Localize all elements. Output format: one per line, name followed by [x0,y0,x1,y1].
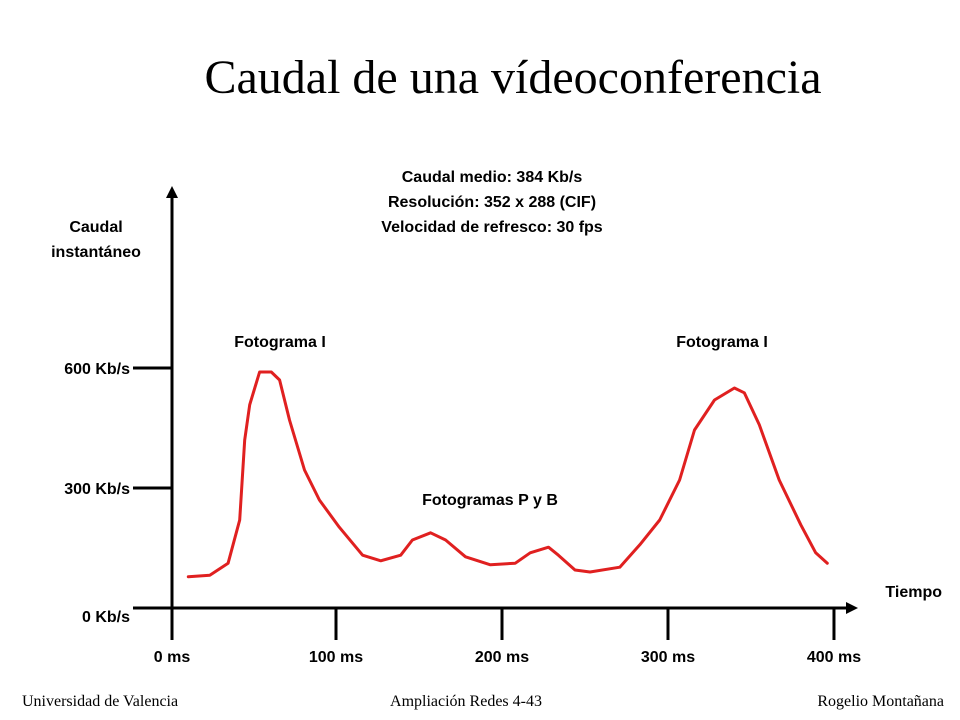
annotation: Fotograma I [676,334,768,351]
chart-title: Caudal de una vídeoconferencia [204,51,821,104]
annotation: Resolución: 352 x 288 (CIF) [388,194,596,211]
annotation: Caudal medio: 384 Kb/s [402,169,583,186]
y-tick-label: 300 Kb/s [64,481,130,498]
x-tick-label: 200 ms [475,649,529,666]
annotation: Fotogramas P y B [422,492,558,509]
footer-left: Universidad de Valencia [22,693,178,710]
y-axis-label: instantáneo [51,244,141,261]
x-axis-arrow [846,602,858,614]
footer-center: Ampliación Redes 4-43 [390,693,542,710]
annotation: Fotograma I [234,334,326,351]
x-tick-label: 100 ms [309,649,363,666]
y-tick-label: 0 Kb/s [82,609,130,626]
x-axis-label: Tiempo [885,584,942,601]
x-tick-label: 0 ms [154,649,191,666]
y-axis-arrow [166,186,178,198]
data-line [186,370,829,579]
y-tick-label: 600 Kb/s [64,361,130,378]
footer-right: Rogelio Montañana [817,693,944,710]
y-axis-label: Caudal [69,219,122,236]
annotation: Velocidad de refresco: 30 fps [381,219,603,236]
x-tick-label: 400 ms [807,649,861,666]
x-tick-label: 300 ms [641,649,695,666]
